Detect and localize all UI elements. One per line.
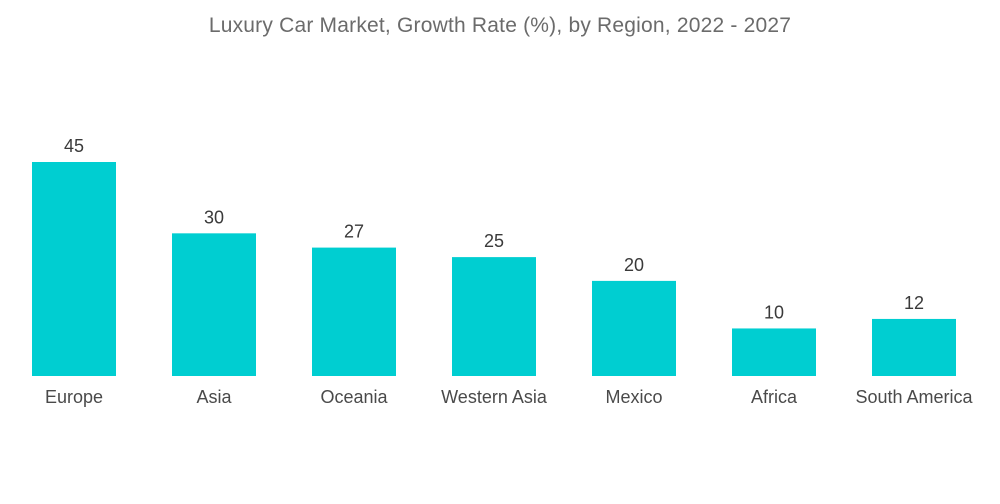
bar-africa bbox=[732, 328, 816, 376]
category-label-south-america: South America bbox=[855, 387, 973, 407]
category-label-mexico: Mexico bbox=[605, 387, 662, 407]
data-label-europe: 45 bbox=[64, 136, 84, 156]
value-labels-layer: 45 30 27 25 20 10 12 bbox=[64, 136, 924, 322]
category-label-asia: Asia bbox=[196, 387, 232, 407]
data-label-western-asia: 25 bbox=[484, 231, 504, 251]
bar-western-asia bbox=[452, 257, 536, 376]
bars-layer bbox=[32, 162, 956, 376]
bar-mexico bbox=[592, 280, 676, 376]
category-label-africa: Africa bbox=[751, 387, 798, 407]
data-label-asia: 30 bbox=[204, 207, 224, 227]
data-label-africa: 10 bbox=[764, 302, 784, 322]
category-label-oceania: Oceania bbox=[320, 387, 388, 407]
chart-title: Luxury Car Market, Growth Rate (%), by R… bbox=[208, 14, 792, 37]
category-label-western-asia: Western Asia bbox=[441, 387, 548, 407]
data-label-south-america: 12 bbox=[904, 293, 924, 313]
bar-asia bbox=[172, 233, 256, 376]
category-label-europe: Europe bbox=[45, 387, 103, 407]
bar-oceania bbox=[312, 247, 396, 376]
data-label-mexico: 20 bbox=[624, 255, 644, 275]
data-label-oceania: 27 bbox=[344, 222, 364, 242]
bar-europe bbox=[32, 162, 116, 376]
category-labels-layer: Europe Asia Oceania Western Asia Mexico Afric… bbox=[45, 387, 974, 407]
bar-south-america bbox=[872, 318, 956, 376]
